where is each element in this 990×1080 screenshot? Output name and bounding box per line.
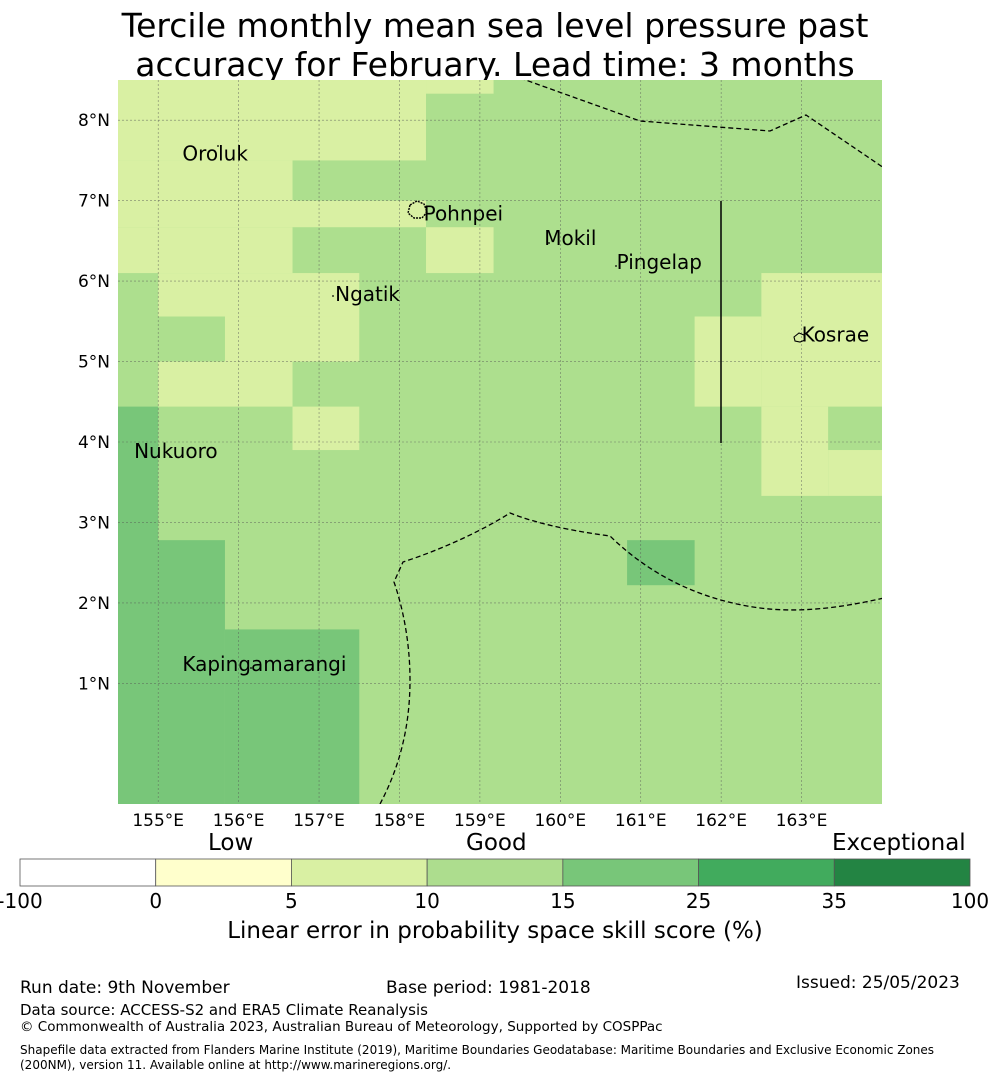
colorbar-label: Linear error in probability space skill … bbox=[227, 918, 763, 944]
skill-cell bbox=[118, 406, 159, 804]
y-tick-label: 4°N bbox=[78, 433, 110, 453]
place-label: Mokil bbox=[544, 226, 596, 250]
skill-cell bbox=[761, 273, 882, 407]
eez-boundary-south bbox=[379, 512, 882, 804]
skill-cell bbox=[627, 540, 695, 586]
skill-cell bbox=[118, 227, 293, 274]
place-label: Pohnpei bbox=[424, 202, 504, 226]
place-label: Oroluk bbox=[182, 141, 248, 165]
colorbar-bin bbox=[833, 858, 971, 887]
colorbar-tick-label: 0 bbox=[149, 889, 163, 913]
category-low: Low bbox=[208, 830, 254, 856]
y-tick-label: 8°N bbox=[78, 111, 110, 131]
skill-cell bbox=[158, 273, 360, 317]
category-exceptional: Exceptional bbox=[832, 830, 966, 856]
title-line-1: Tercile monthly mean sea level pressure … bbox=[121, 6, 869, 45]
x-tick-label: 159°E bbox=[454, 811, 506, 831]
place-label: Kapingamarangi bbox=[182, 652, 346, 676]
colorbar-tick-label: 15 bbox=[550, 889, 576, 913]
run-date: Run date: 9th November bbox=[20, 978, 230, 998]
island-outlines bbox=[169, 145, 806, 669]
skill-cell bbox=[118, 80, 427, 121]
mokil-island bbox=[548, 242, 550, 244]
skill-cell bbox=[292, 406, 360, 451]
y-tick-label: 7°N bbox=[78, 192, 110, 212]
x-tick-label: 160°E bbox=[534, 811, 586, 831]
colorbar-bin bbox=[291, 858, 428, 887]
eez-boundary-north bbox=[523, 80, 882, 168]
copyright: © Commonwealth of Australia 2023, Austra… bbox=[20, 1019, 663, 1035]
colorbar-tick-label: 35 bbox=[821, 889, 848, 913]
x-axis-ticks: 155°E 156°E 157°E 158°E 159°E 160°E 161°E 162°E… bbox=[132, 811, 827, 831]
x-tick-label: 162°E bbox=[695, 811, 747, 831]
y-tick-label: 2°N bbox=[78, 594, 110, 614]
y-axis-ticks: 8°N 7°N 6°N 5°N 4°N 3°N 2°N 1°N bbox=[78, 111, 110, 694]
skill-cell bbox=[828, 450, 882, 496]
place-label: Kosrae bbox=[802, 322, 870, 346]
x-tick-label: 163°E bbox=[776, 811, 828, 831]
skill-cell bbox=[224, 316, 360, 362]
colorbar-tick-label: -100 bbox=[0, 889, 43, 913]
colorbar-bin bbox=[426, 858, 564, 887]
category-good: Good bbox=[466, 830, 527, 856]
colorbar-bin bbox=[19, 858, 157, 887]
colorbar-tick-label: 25 bbox=[685, 889, 712, 913]
skill-cell bbox=[426, 227, 494, 274]
ngatik-island bbox=[332, 295, 334, 297]
skill-cell bbox=[158, 540, 225, 804]
nukuoro-island bbox=[169, 456, 171, 458]
skill-cell bbox=[158, 361, 293, 407]
y-tick-label: 3°N bbox=[78, 513, 110, 533]
skill-map: Oroluk Pohnpei Mokil Pingelap Ngatik Kosrae Nu… bbox=[78, 80, 882, 831]
skill-cell bbox=[118, 120, 427, 161]
eez-boundaries bbox=[379, 80, 882, 804]
map-title: Tercile monthly mean sea level pressure … bbox=[0, 6, 990, 84]
place-label: Nukuoro bbox=[134, 439, 218, 463]
kapingamarangi-island bbox=[250, 667, 252, 669]
place-label: Pingelap bbox=[617, 250, 702, 274]
base-period: Base period: 1981-2018 bbox=[386, 978, 591, 998]
data-source: Data source: ACCESS-S2 and ERA5 Climate … bbox=[20, 1001, 428, 1019]
y-tick-label: 1°N bbox=[78, 674, 110, 694]
pingelap-island bbox=[615, 265, 617, 267]
colorbar-bin bbox=[562, 858, 699, 887]
skill-cell bbox=[761, 406, 829, 496]
shapefile-credit-line-1: Shapefile data extracted from Flanders M… bbox=[20, 1043, 935, 1057]
skill-cell bbox=[224, 629, 360, 804]
kosrae-island bbox=[793, 332, 806, 343]
colorbar-tick-label: 10 bbox=[414, 889, 440, 913]
shapefile-credit-line-2: (200NM), version 11. Available online at… bbox=[20, 1058, 452, 1072]
y-tick-label: 6°N bbox=[78, 272, 110, 292]
skill-cell bbox=[426, 80, 494, 94]
place-labels: Oroluk Pohnpei Mokil Pingelap Ngatik Kosrae Nu… bbox=[134, 141, 869, 676]
issued-date: Issued: 25/05/2023 bbox=[796, 973, 960, 993]
x-tick-label: 155°E bbox=[132, 811, 184, 831]
oroluk-island bbox=[217, 145, 219, 147]
x-tick-label: 158°E bbox=[374, 811, 426, 831]
x-tick-label: 161°E bbox=[615, 811, 667, 831]
colorbar-tick-label: 100 bbox=[950, 889, 990, 913]
colorbar-bin bbox=[155, 858, 292, 887]
place-label: Ngatik bbox=[335, 282, 400, 306]
graticule bbox=[118, 80, 882, 804]
colorbar-tick-label: 5 bbox=[285, 889, 298, 913]
colorbar bbox=[19, 858, 971, 887]
x-tick-label: 157°E bbox=[293, 811, 345, 831]
skill-cell bbox=[118, 200, 427, 228]
colorbar-bin bbox=[698, 858, 835, 887]
y-tick-label: 5°N bbox=[78, 353, 110, 373]
pohnpei-island bbox=[407, 200, 428, 219]
x-tick-label: 156°E bbox=[213, 811, 265, 831]
title-line-2: accuracy for February. Lead time: 3 mont… bbox=[135, 45, 855, 84]
